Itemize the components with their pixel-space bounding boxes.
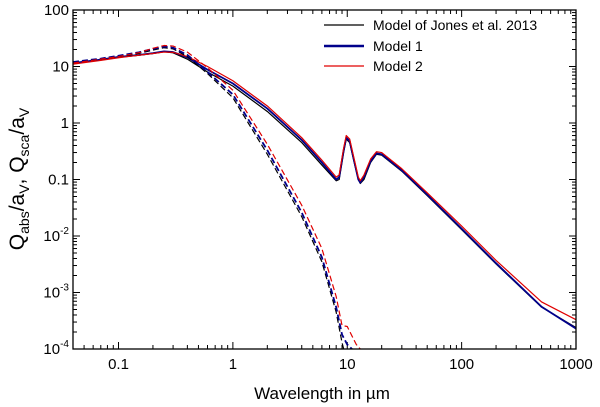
series-line-abs-0	[73, 51, 576, 329]
y-tick-base: 10	[43, 228, 60, 245]
x-tick-label: 1000	[559, 356, 592, 373]
y-axis-title: Qabs/aV, Qsca/aV	[6, 107, 32, 250]
y-tick-base: 10	[43, 341, 60, 358]
y-title-sub2: V	[16, 184, 32, 194]
plot-frame	[72, 9, 577, 350]
y-tick-base: 100	[44, 2, 69, 19]
series-line-sca-3	[73, 47, 345, 349]
x-axis-title-main: Wavelength in	[254, 384, 366, 403]
x-tick-label: 10	[339, 356, 356, 373]
x-axis-title-unit: µm	[366, 384, 390, 403]
y-tick-label: 10-3	[43, 283, 69, 302]
y-title-m2: /a	[6, 117, 29, 135]
series-line-abs-1	[73, 50, 576, 330]
y-tick-base: 0.1	[48, 172, 69, 189]
x-tick-label: 0.1	[108, 356, 129, 373]
y-tick-label: 10-4	[43, 339, 69, 358]
y-tick-base: 10	[43, 285, 60, 302]
series-line-abs-2	[73, 51, 576, 321]
legend: Model of Jones et al. 2013 Model 1 Model…	[324, 17, 537, 74]
y-tick-label: 100	[44, 2, 69, 19]
y-title-sub3: sca	[16, 134, 32, 156]
y-tick-exponent: -3	[60, 283, 69, 294]
legend-label-model1: Model 1	[373, 38, 423, 54]
axis-ticks	[72, 9, 577, 350]
y-tick-label: 10-2	[43, 226, 69, 245]
legend-label-model2: Model 2	[373, 58, 423, 74]
y-title-sub1: abs	[16, 211, 32, 234]
y-title-sep: ,	[6, 173, 29, 185]
series-line-sca-4	[73, 45, 353, 349]
y-tick-base: 10	[52, 59, 69, 76]
series-layer	[73, 44, 576, 349]
y-title-sub4: V	[16, 107, 32, 117]
y-title-q2: Q	[6, 156, 29, 172]
y-tick-base: 1	[61, 115, 69, 132]
y-title-m1: /a	[6, 193, 29, 211]
y-tick-exponent: -2	[60, 226, 69, 237]
y-tick-label: 1	[61, 115, 69, 132]
x-tick-label: 100	[449, 356, 474, 373]
x-axis-title: Wavelength in µm	[254, 384, 390, 403]
legend-label-jones: Model of Jones et al. 2013	[373, 17, 537, 33]
x-tick-label: 1	[229, 356, 237, 373]
series-line-sca-5	[73, 44, 361, 349]
y-tick-exponent: -4	[60, 339, 69, 350]
y-title-q1: Q	[6, 234, 29, 250]
y-tick-label: 10	[52, 59, 69, 76]
y-tick-label: 0.1	[48, 172, 69, 189]
